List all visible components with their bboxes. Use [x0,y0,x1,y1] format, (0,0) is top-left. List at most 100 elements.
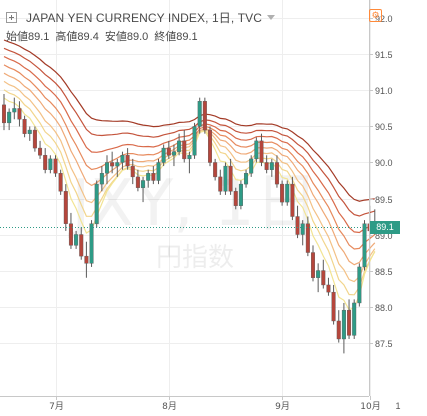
y-tick-label: 89.0 [375,231,393,241]
candle [27,126,32,141]
candle [259,133,264,167]
candle-body [331,291,336,322]
candle-body [156,162,161,181]
candle [321,259,326,289]
candle-body [223,165,228,192]
candle [218,169,223,195]
candle [331,284,336,325]
candle-body [285,183,290,203]
candle [58,169,63,195]
candle [254,137,259,163]
time-axis[interactable]: 7月 8月 9月 10月 1 [49,396,401,412]
candle-body [12,108,17,113]
candle [99,166,104,192]
candle-body [182,140,187,160]
candle [290,176,295,221]
candle [341,302,346,354]
candle-body [84,255,89,264]
candle-body [22,119,27,134]
candle [32,126,37,152]
x-tick-label-next: 1 [395,401,400,411]
candle-body [17,108,22,120]
collapse-icon[interactable] [6,12,17,23]
y-tick-label: 92.0 [375,14,393,24]
candle [156,158,161,185]
candle [110,151,115,174]
ohlc-open: 始値89.1 [6,31,50,43]
x-tick-label: 7月 [49,401,64,412]
candle [17,101,22,127]
candle [68,212,73,249]
candle [264,155,269,174]
candle [326,277,331,296]
candle [2,94,6,131]
candle-body [115,162,120,167]
chart-legend-header: JAPAN YEN CURRENCY INDEX, 1日, TVC ⚙ 始値89… [0,0,427,46]
candle-body [99,173,104,185]
candle [177,133,182,156]
candle [295,205,300,239]
y-tick-label: 91.0 [375,86,393,96]
candle-body [357,266,362,304]
candle-body [104,162,109,174]
candle-body [228,165,233,192]
candle-body [274,162,279,185]
candle [347,299,352,339]
candle-body [207,129,212,163]
candle-body [38,147,43,156]
candle [213,158,218,181]
candle-body [326,284,331,293]
candle-body [110,162,115,167]
candle [192,122,197,159]
candle-body [290,183,295,217]
candle [182,130,187,163]
candle-body [27,129,32,134]
candle-body [171,151,176,156]
candle [151,166,156,185]
candle [207,126,212,167]
last-price-label: 89.1 [370,220,400,234]
candle-body [238,183,243,206]
candle-body [347,309,352,336]
candle [120,151,125,170]
ma-line-4 [3,64,376,250]
candle-body [311,252,316,278]
candle-body [68,223,73,246]
y-tick-label: 89.5 [375,195,393,205]
candle [197,97,202,134]
candle [38,140,43,159]
candle [79,227,84,260]
candle [125,148,130,170]
candle [130,158,135,185]
y-tick-label: 90.0 [375,158,393,168]
candle [74,230,79,249]
candle-body [58,173,63,192]
candle-body [352,302,357,336]
y-tick-label: 88.0 [375,303,393,313]
candle-body [202,101,207,131]
ma-line-1 [3,39,375,202]
candle [300,220,305,246]
candle [43,148,48,174]
settings-icon[interactable]: ⚙ [369,9,382,22]
candle [305,216,310,257]
candle [89,220,94,267]
candle [285,180,290,206]
ma-line-6 [3,80,376,283]
price-axis[interactable]: 92.0 91.5 91.0 90.5 90.0 89.5 89.0 88.5 88.0 87.5 [369,14,393,349]
candle [223,162,228,195]
candle-body [141,180,146,188]
candle [166,140,171,159]
candle-body [2,104,6,124]
candle-body [341,309,346,340]
candle-body [177,140,182,152]
candle-body [130,165,135,178]
candle [311,245,316,282]
candle [249,155,254,177]
chevron-down-icon[interactable] [267,15,276,20]
candle-body [161,147,166,163]
candle [135,169,140,192]
candle [202,97,207,134]
symbol-title[interactable]: JAPAN YEN CURRENCY INDEX, 1日, TVC [26,11,263,25]
